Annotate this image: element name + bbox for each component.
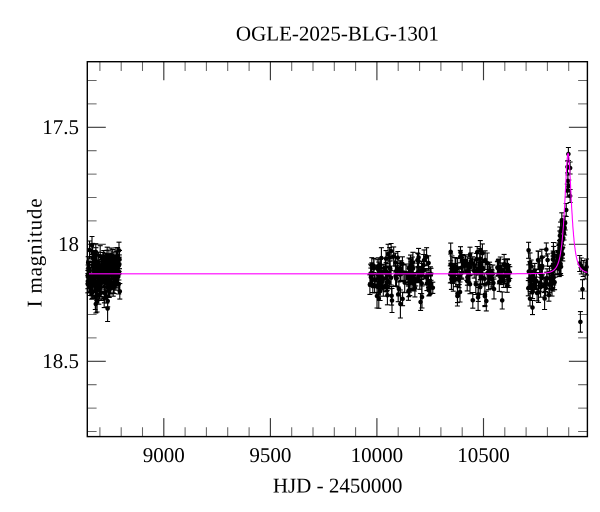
svg-text:OGLE-2025-BLG-1301: OGLE-2025-BLG-1301 [236,22,439,46]
svg-text:HJD - 2450000: HJD - 2450000 [273,473,403,497]
svg-text:9000: 9000 [143,443,185,467]
svg-text:10500: 10500 [457,443,510,467]
svg-text:17.5: 17.5 [42,115,79,139]
svg-text:10000: 10000 [351,443,404,467]
svg-text:18.5: 18.5 [42,349,79,373]
svg-text:9500: 9500 [249,443,291,467]
svg-text:I magnitude: I magnitude [23,198,47,308]
svg-text:18: 18 [58,232,79,256]
